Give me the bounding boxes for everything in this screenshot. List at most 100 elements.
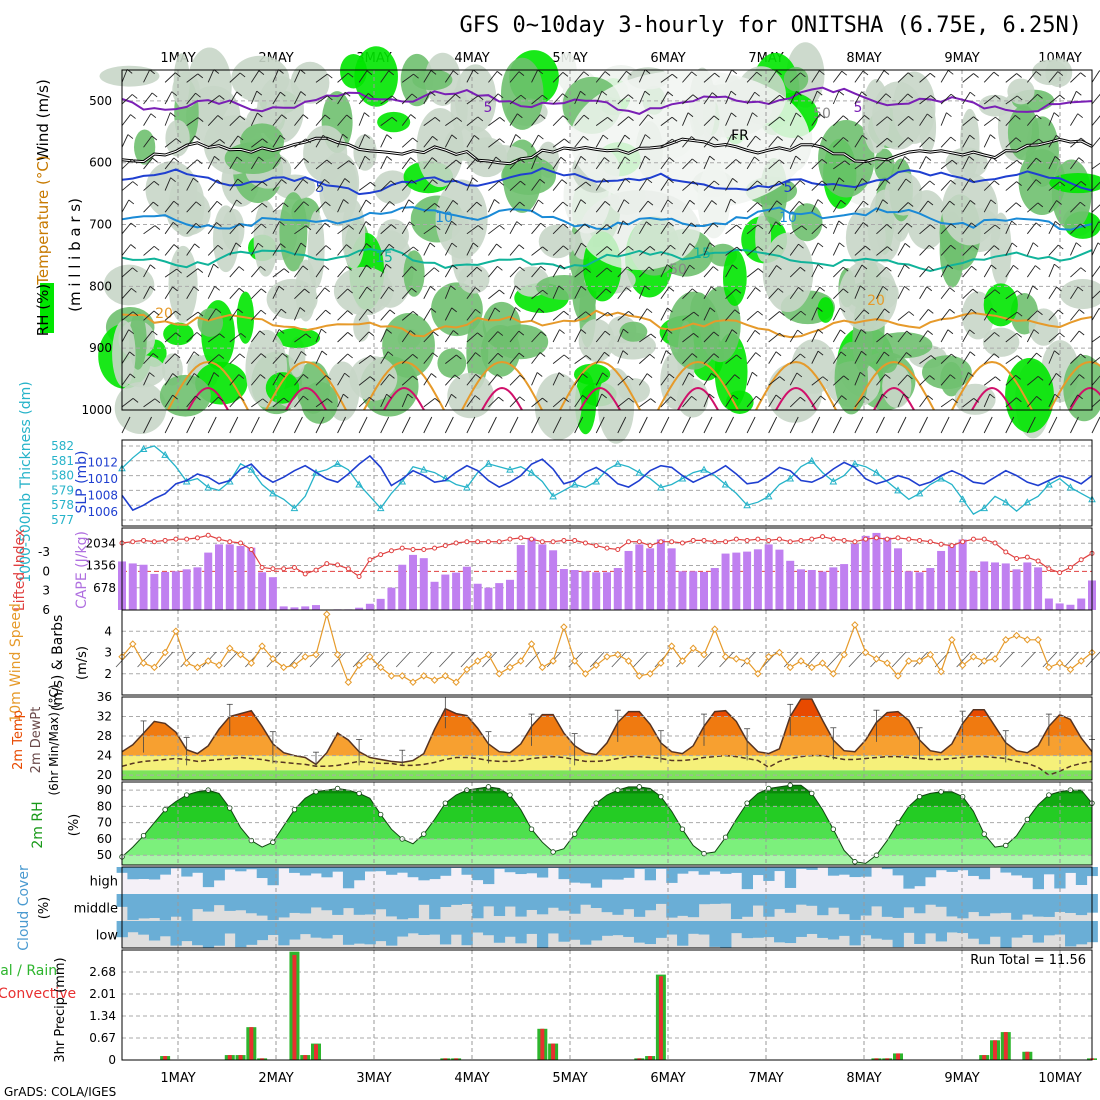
wind-barb (660, 264, 668, 278)
wind-barb-flag (477, 116, 484, 122)
wind-barb (768, 116, 780, 126)
wind-barb (832, 90, 840, 105)
wind-barb-flag (821, 223, 828, 229)
cloud-cell (289, 921, 301, 940)
cloud-cell (989, 921, 1001, 937)
cloud-cell (687, 921, 700, 934)
wind-barb (919, 355, 932, 365)
cloud-cell (386, 921, 398, 946)
wind-barb (121, 288, 132, 300)
wind-barb (617, 328, 624, 343)
wind-barb-flag (388, 70, 394, 76)
wind-barb (574, 373, 583, 386)
wind-barb-flag (777, 136, 783, 141)
wind-barb-flag (779, 94, 785, 100)
wind-barb-flag (907, 93, 913, 99)
wind-barb-flag (732, 264, 738, 270)
thickness-point (419, 465, 428, 473)
wind10m-point (172, 627, 180, 635)
wind-barb (897, 202, 909, 213)
lifted-point (475, 539, 481, 545)
rh-shade-cell (279, 192, 308, 272)
thickness-frame (121, 439, 1093, 527)
date-label-bottom: 1MAY (160, 1071, 195, 1086)
wind-barb-flag (429, 242, 436, 248)
wind-barb (746, 180, 758, 191)
cloud-cell (1075, 894, 1088, 916)
wind10m-point (484, 650, 493, 659)
wind-barb (746, 330, 756, 343)
wind-barb (660, 329, 668, 343)
wind-barb-flag (817, 350, 824, 356)
wind-barb (638, 155, 646, 170)
wind-barb (143, 113, 152, 126)
wind-barb (940, 112, 947, 126)
wind-barb-flag (364, 112, 370, 117)
cape-bar (732, 552, 741, 610)
wind-barb (1005, 137, 1017, 148)
wind-barb (423, 373, 432, 386)
wind-barb (531, 372, 538, 386)
wind-barb-flag (219, 333, 225, 339)
wind-barb (682, 243, 691, 256)
wind-barb (682, 333, 694, 343)
wind-barb (746, 202, 758, 213)
wind-barb-flag (519, 201, 525, 207)
wind-barb-flag (321, 328, 327, 334)
wind-barb (832, 329, 841, 343)
contour-label: 15 (693, 246, 711, 262)
rh-shade-cell (578, 318, 615, 363)
wind-barb-flag (819, 70, 825, 75)
wind-barb-flag (282, 202, 289, 208)
wind-barb (294, 225, 307, 235)
wind-barb (876, 246, 888, 256)
cloud-cell (709, 894, 721, 904)
lifted-point (539, 539, 545, 545)
wind-barb (466, 332, 478, 343)
wind-barb (703, 92, 713, 105)
wind-barb (574, 355, 587, 365)
wind-barb-flag (903, 393, 909, 399)
wind-barb (423, 352, 433, 364)
wind-barb-flag (152, 330, 158, 336)
precip-convective-bar (658, 976, 663, 1060)
wind-barb-flag (821, 158, 828, 164)
wind-barb-flag (1037, 202, 1044, 208)
wind10m-point (279, 663, 288, 672)
rh-point (571, 831, 578, 837)
wind-barb (423, 308, 432, 321)
wind-barb-flag (519, 374, 526, 380)
rh-point (1003, 842, 1009, 849)
wind10m-point (215, 661, 223, 669)
wind-barb (725, 224, 737, 235)
cape-bar (484, 587, 493, 610)
wind-barb-flag (195, 92, 201, 98)
wind-barb (250, 242, 259, 256)
cloud-cell (493, 894, 506, 917)
wind-barb (746, 71, 758, 83)
wind-barb-flag (262, 398, 269, 404)
wind-barb-flag (236, 91, 243, 97)
wind-barb-flag (216, 179, 223, 185)
wind-barb (897, 330, 907, 343)
wind-barb-flag (454, 374, 461, 380)
cape-bar (290, 607, 299, 610)
wind-barb-flag (195, 201, 202, 207)
cape-bar (225, 544, 234, 610)
wind-barb-flag (1011, 242, 1018, 248)
wind-barb-flag (1016, 355, 1023, 360)
lifted-point (604, 545, 610, 551)
wind-barb-flag (327, 73, 333, 79)
wind-barb (143, 180, 155, 191)
cape-bar (559, 569, 568, 610)
wind-barb (552, 416, 562, 434)
wind-barb (143, 330, 153, 343)
wind-barb-flag (625, 287, 632, 292)
rh-shade-cell (333, 266, 394, 316)
wind-barb-flag (325, 245, 332, 250)
cape-bar (419, 558, 428, 610)
wind-barb-flag (429, 91, 436, 96)
lifted-point (647, 543, 653, 549)
wind-barb-flag (929, 375, 935, 380)
